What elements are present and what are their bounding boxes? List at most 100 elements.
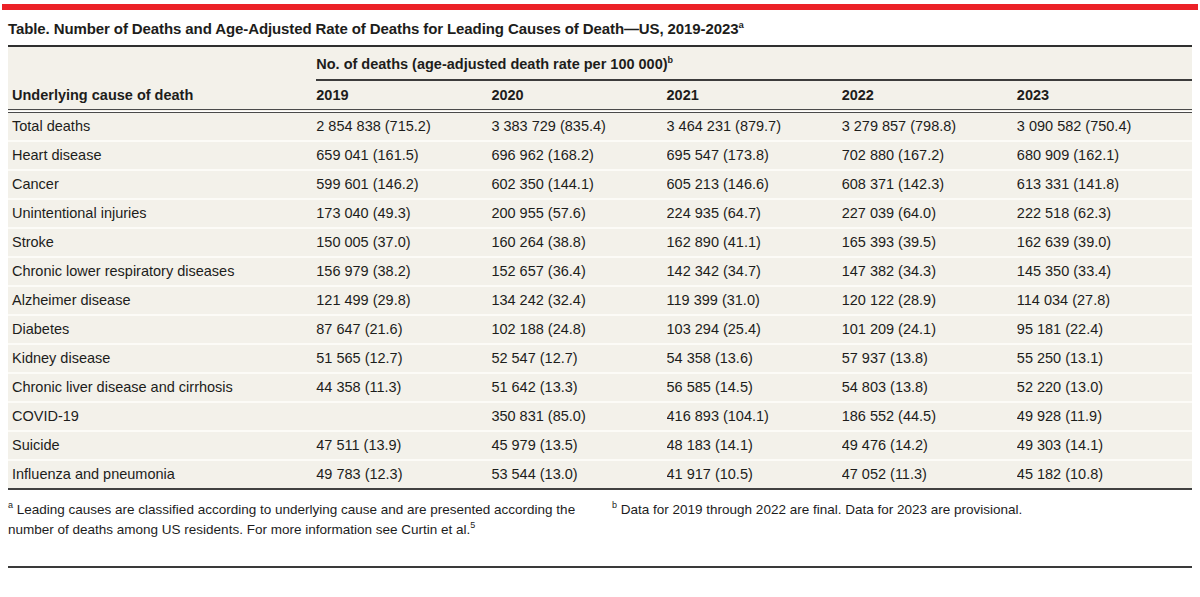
table-row: Heart disease659 041 (161.5)696 962 (168…	[8, 141, 1192, 170]
value-cell: 605 213 (146.6)	[667, 170, 842, 199]
value-cell: 53 544 (13.0)	[491, 460, 666, 489]
value-cell: 57 937 (13.8)	[842, 344, 1017, 373]
value-cell	[316, 402, 491, 431]
footnote-b-marker: b	[612, 500, 617, 510]
value-cell: 134 242 (32.4)	[491, 286, 666, 315]
span-header-text: No. of deaths (age-adjusted death rate p…	[316, 56, 667, 72]
value-cell: 200 955 (57.6)	[491, 199, 666, 228]
year-column-header: 2023	[1017, 80, 1192, 111]
footnote-a-marker: a	[8, 500, 13, 510]
value-cell: 145 350 (33.4)	[1017, 257, 1192, 286]
value-cell: 41 917 (10.5)	[667, 460, 842, 489]
table-row: Unintentional injuries173 040 (49.3)200 …	[8, 199, 1192, 228]
table-row: Stroke150 005 (37.0)160 264 (38.8)162 89…	[8, 228, 1192, 257]
value-cell: 602 350 (144.1)	[491, 170, 666, 199]
footnote-a-text: Leading causes are classified according …	[8, 501, 575, 536]
year-column-header: 2022	[842, 80, 1017, 111]
value-cell: 47 511 (13.9)	[316, 431, 491, 460]
cause-cell: Chronic lower respiratory diseases	[8, 257, 316, 286]
value-cell: 659 041 (161.5)	[316, 141, 491, 170]
span-header-row: No. of deaths (age-adjusted death rate p…	[8, 47, 1192, 80]
cause-cell: Heart disease	[8, 141, 316, 170]
value-cell: 227 039 (64.0)	[842, 199, 1017, 228]
value-cell: 142 342 (34.7)	[667, 257, 842, 286]
table-row: Cancer599 601 (146.2)602 350 (144.1)605 …	[8, 170, 1192, 199]
value-cell: 696 962 (168.2)	[491, 141, 666, 170]
value-cell: 51 642 (13.3)	[491, 373, 666, 402]
cause-cell: Kidney disease	[8, 344, 316, 373]
value-cell: 162 890 (41.1)	[667, 228, 842, 257]
value-cell: 599 601 (146.2)	[316, 170, 491, 199]
value-cell: 95 181 (22.4)	[1017, 315, 1192, 344]
value-cell: 152 657 (36.4)	[491, 257, 666, 286]
value-cell: 173 040 (49.3)	[316, 199, 491, 228]
value-cell: 186 552 (44.5)	[842, 402, 1017, 431]
footnote-b: b Data for 2019 through 2022 are final. …	[612, 499, 1192, 519]
value-cell: 56 585 (14.5)	[667, 373, 842, 402]
cause-cell: Chronic liver disease and cirrhosis	[8, 373, 316, 402]
value-cell: 150 005 (37.0)	[316, 228, 491, 257]
deaths-table: No. of deaths (age-adjusted death rate p…	[8, 47, 1192, 490]
cause-cell: Unintentional injuries	[8, 199, 316, 228]
value-cell: 49 476 (14.2)	[842, 431, 1017, 460]
empty-header-cell	[8, 47, 316, 80]
cause-cell: Total deaths	[8, 111, 316, 141]
cause-column-header: Underlying cause of death	[8, 80, 316, 111]
value-cell: 680 909 (162.1)	[1017, 141, 1192, 170]
value-cell: 102 188 (24.8)	[491, 315, 666, 344]
value-cell: 54 358 (13.6)	[667, 344, 842, 373]
footnote-a-reference: 5	[470, 520, 475, 530]
value-cell: 3 383 729 (835.4)	[491, 111, 666, 141]
year-column-header: 2021	[667, 80, 842, 111]
table-body: Total deaths2 854 838 (715.2)3 383 729 (…	[8, 111, 1192, 489]
value-cell: 103 294 (25.4)	[667, 315, 842, 344]
value-cell: 51 565 (12.7)	[316, 344, 491, 373]
value-cell: 147 382 (34.3)	[842, 257, 1017, 286]
value-cell: 55 250 (13.1)	[1017, 344, 1192, 373]
value-cell: 222 518 (62.3)	[1017, 199, 1192, 228]
value-cell: 162 639 (39.0)	[1017, 228, 1192, 257]
value-cell: 114 034 (27.8)	[1017, 286, 1192, 315]
table-header: No. of deaths (age-adjusted death rate p…	[8, 47, 1192, 111]
table-row: Diabetes87 647 (21.6)102 188 (24.8)103 2…	[8, 315, 1192, 344]
table-row: Kidney disease51 565 (12.7)52 547 (12.7)…	[8, 344, 1192, 373]
table-row: Chronic liver disease and cirrhosis44 35…	[8, 373, 1192, 402]
value-cell: 416 893 (104.1)	[667, 402, 842, 431]
value-cell: 49 928 (11.9)	[1017, 402, 1192, 431]
value-cell: 156 979 (38.2)	[316, 257, 491, 286]
value-cell: 608 371 (142.3)	[842, 170, 1017, 199]
value-cell: 3 464 231 (879.7)	[667, 111, 842, 141]
year-column-header: 2019	[316, 80, 491, 111]
value-cell: 613 331 (141.8)	[1017, 170, 1192, 199]
value-cell: 54 803 (13.8)	[842, 373, 1017, 402]
footnote-b-text: Data for 2019 through 2022 are final. Da…	[621, 501, 1023, 516]
value-cell: 160 264 (38.8)	[491, 228, 666, 257]
span-header-footnote-marker: b	[668, 55, 674, 65]
value-cell: 101 209 (24.1)	[842, 315, 1017, 344]
value-cell: 45 182 (10.8)	[1017, 460, 1192, 489]
value-cell: 47 052 (11.3)	[842, 460, 1017, 489]
table-title-text: Table. Number of Deaths and Age-Adjusted…	[8, 20, 738, 37]
value-cell: 44 358 (11.3)	[316, 373, 491, 402]
cause-cell: Stroke	[8, 228, 316, 257]
cause-cell: Suicide	[8, 431, 316, 460]
year-column-header: 2020	[491, 80, 666, 111]
value-cell: 702 880 (167.2)	[842, 141, 1017, 170]
table-row: Chronic lower respiratory diseases156 97…	[8, 257, 1192, 286]
value-cell: 695 547 (173.8)	[667, 141, 842, 170]
cause-cell: Diabetes	[8, 315, 316, 344]
table-row: Influenza and pneumonia49 783 (12.3)53 5…	[8, 460, 1192, 489]
value-cell: 3 090 582 (750.4)	[1017, 111, 1192, 141]
bottom-rule	[8, 566, 1192, 568]
value-cell: 224 935 (64.7)	[667, 199, 842, 228]
value-cell: 350 831 (85.0)	[491, 402, 666, 431]
cause-cell: Alzheimer disease	[8, 286, 316, 315]
value-cell: 52 220 (13.0)	[1017, 373, 1192, 402]
cause-cell: COVID-19	[8, 402, 316, 431]
value-cell: 49 783 (12.3)	[316, 460, 491, 489]
table-figure: Table. Number of Deaths and Age-Adjusted…	[8, 10, 1192, 568]
value-cell: 119 399 (31.0)	[667, 286, 842, 315]
value-cell: 49 303 (14.1)	[1017, 431, 1192, 460]
cause-cell: Cancer	[8, 170, 316, 199]
year-header-row: Underlying cause of death 2019 2020 2021…	[8, 80, 1192, 111]
